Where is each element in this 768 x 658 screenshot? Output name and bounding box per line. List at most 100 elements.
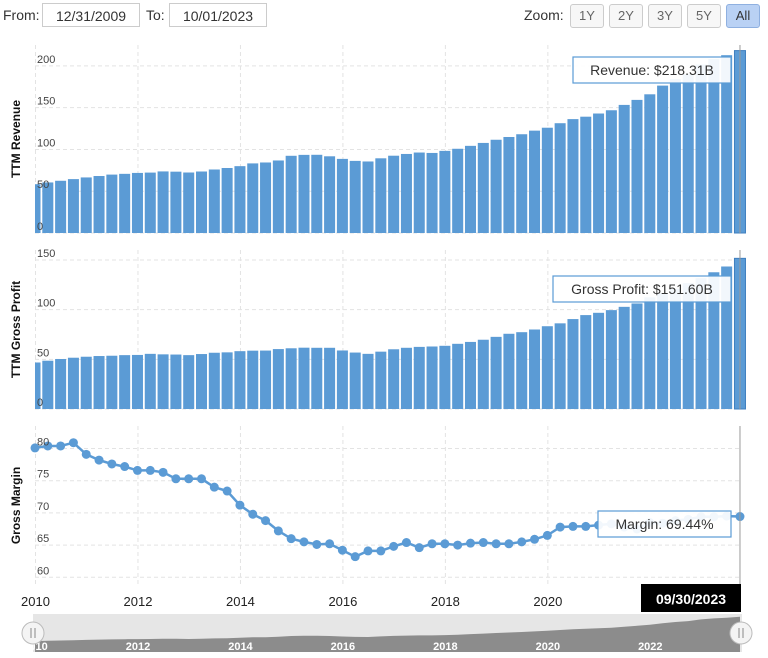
bar[interactable]: [285, 155, 297, 233]
bar[interactable]: [554, 323, 566, 409]
bar[interactable]: [272, 160, 284, 233]
bar[interactable]: [388, 349, 400, 409]
data-point[interactable]: [132, 465, 142, 475]
navigator-right-handle[interactable]: [729, 621, 753, 645]
data-point[interactable]: [555, 522, 565, 532]
data-point[interactable]: [235, 500, 245, 510]
bar[interactable]: [580, 116, 592, 233]
bar[interactable]: [695, 64, 707, 233]
data-point[interactable]: [145, 465, 155, 475]
navigator[interactable]: 2010 2012 2014 2016 2018 2020 2022: [21, 614, 753, 653]
bar[interactable]: [529, 329, 541, 410]
bar[interactable]: [503, 136, 515, 233]
to-date-input[interactable]: 10/01/2023: [169, 3, 267, 27]
bar[interactable]: [234, 351, 246, 409]
zoom-all-button[interactable]: All: [726, 4, 760, 28]
bar[interactable]: [349, 160, 361, 233]
bar[interactable]: [567, 119, 579, 233]
bar[interactable]: [260, 162, 272, 233]
bar[interactable]: [593, 113, 605, 233]
bar[interactable]: [400, 153, 412, 233]
bar[interactable]: [605, 310, 617, 409]
bar[interactable]: [324, 347, 336, 409]
bar[interactable]: [695, 278, 707, 409]
bar[interactable]: [131, 354, 143, 409]
data-point[interactable]: [222, 486, 232, 496]
bar[interactable]: [413, 346, 425, 409]
bar[interactable]: [669, 79, 681, 233]
data-point[interactable]: [171, 474, 181, 484]
bar[interactable]: [631, 99, 643, 233]
bar[interactable]: [157, 354, 169, 409]
bar[interactable]: [247, 163, 259, 233]
bar[interactable]: [93, 176, 105, 233]
data-point[interactable]: [261, 516, 271, 526]
bar[interactable]: [631, 303, 643, 409]
bar[interactable]: [183, 355, 195, 409]
data-point[interactable]: [427, 539, 437, 549]
bar[interactable]: [618, 104, 630, 233]
bar[interactable]: [452, 343, 464, 409]
bar[interactable]: [464, 341, 476, 409]
bar[interactable]: [55, 359, 67, 409]
data-point[interactable]: [530, 534, 540, 544]
bar[interactable]: [119, 173, 131, 233]
data-point[interactable]: [350, 552, 360, 562]
bar[interactable]: [362, 353, 374, 409]
bar[interactable]: [55, 180, 67, 233]
data-point[interactable]: [30, 443, 40, 453]
bar[interactable]: [708, 272, 720, 409]
data-point[interactable]: [401, 538, 411, 548]
bar[interactable]: [477, 339, 489, 409]
bar[interactable]: [593, 312, 605, 409]
data-point[interactable]: [376, 546, 386, 556]
bar[interactable]: [541, 326, 553, 409]
bar[interactable]: [35, 362, 41, 409]
data-point[interactable]: [453, 540, 463, 550]
data-point[interactable]: [286, 534, 296, 544]
bar[interactable]: [260, 350, 272, 409]
bar[interactable]: [529, 130, 541, 233]
data-point[interactable]: [94, 455, 104, 465]
data-point[interactable]: [517, 537, 527, 547]
bar[interactable]: [157, 171, 169, 233]
bar[interactable]: [721, 55, 733, 233]
bar[interactable]: [170, 171, 182, 233]
bar[interactable]: [477, 142, 489, 233]
bar[interactable]: [208, 352, 220, 409]
bar[interactable]: [298, 347, 310, 409]
bar[interactable]: [208, 169, 220, 233]
bar[interactable]: [644, 94, 656, 233]
bar[interactable]: [144, 172, 156, 233]
data-point[interactable]: [56, 441, 66, 451]
data-point[interactable]: [184, 474, 194, 484]
bar[interactable]: [669, 288, 681, 409]
bar[interactable]: [567, 319, 579, 409]
zoom-2y-button[interactable]: 2Y: [609, 4, 643, 28]
bar[interactable]: [336, 350, 348, 409]
bar[interactable]: [375, 158, 387, 233]
data-point[interactable]: [120, 462, 130, 472]
bar[interactable]: [580, 315, 592, 409]
data-point[interactable]: [440, 539, 450, 549]
bar[interactable]: [362, 161, 374, 233]
handle-knob[interactable]: [21, 621, 45, 645]
bar[interactable]: [708, 59, 720, 233]
bar[interactable]: [131, 172, 143, 233]
data-point[interactable]: [273, 526, 283, 536]
from-date-input[interactable]: 12/31/2009: [42, 3, 140, 27]
data-point[interactable]: [363, 546, 373, 556]
bar[interactable]: [503, 333, 515, 409]
bar[interactable]: [464, 145, 476, 233]
navigator-left-handle[interactable]: [21, 621, 45, 645]
data-point[interactable]: [568, 521, 578, 531]
data-point[interactable]: [389, 541, 399, 551]
bar[interactable]: [426, 346, 438, 409]
bar[interactable]: [80, 356, 92, 409]
bar[interactable]: [106, 174, 118, 233]
data-point[interactable]: [68, 438, 78, 448]
zoom-3y-button[interactable]: 3Y: [648, 4, 682, 28]
bar[interactable]: [221, 352, 233, 409]
handle-knob[interactable]: [729, 621, 753, 645]
bar[interactable]: [605, 110, 617, 233]
